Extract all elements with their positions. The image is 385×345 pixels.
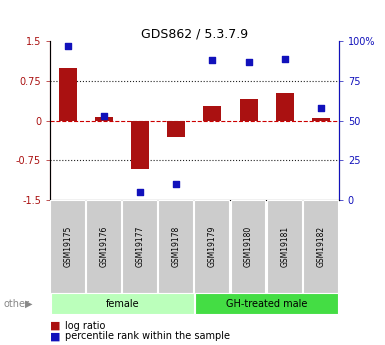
Bar	[95, 117, 113, 121]
Text: female: female	[105, 299, 139, 308]
Text: percentile rank within the sample: percentile rank within the sample	[65, 332, 231, 341]
Text: GH-treated male: GH-treated male	[226, 299, 307, 308]
Bar	[131, 121, 149, 169]
Bar	[59, 68, 77, 121]
Point	[318, 105, 324, 111]
Text: GSM19180: GSM19180	[244, 226, 253, 267]
Point	[209, 58, 216, 63]
Text: ▶: ▶	[25, 299, 32, 308]
Text: other: other	[4, 299, 30, 308]
Text: log ratio: log ratio	[65, 321, 106, 331]
Text: GSM19179: GSM19179	[208, 226, 217, 267]
Point	[246, 59, 252, 65]
Text: GSM19175: GSM19175	[64, 226, 73, 267]
Bar	[312, 118, 330, 121]
Point	[65, 43, 71, 49]
Text: ■: ■	[50, 321, 60, 331]
Point	[173, 181, 179, 187]
Text: GSM19178: GSM19178	[172, 226, 181, 267]
Text: GSM19182: GSM19182	[316, 226, 325, 267]
Point	[101, 113, 107, 119]
Bar	[276, 93, 294, 121]
Text: ■: ■	[50, 332, 60, 341]
Text: GSM19176: GSM19176	[100, 226, 109, 267]
Bar	[239, 99, 258, 121]
Point	[281, 56, 288, 62]
Point	[137, 189, 143, 195]
Title: GDS862 / 5.3.7.9: GDS862 / 5.3.7.9	[141, 27, 248, 40]
Text: GSM19181: GSM19181	[280, 226, 289, 267]
Bar	[167, 121, 186, 137]
Bar	[203, 106, 221, 121]
Text: GSM19177: GSM19177	[136, 226, 145, 267]
